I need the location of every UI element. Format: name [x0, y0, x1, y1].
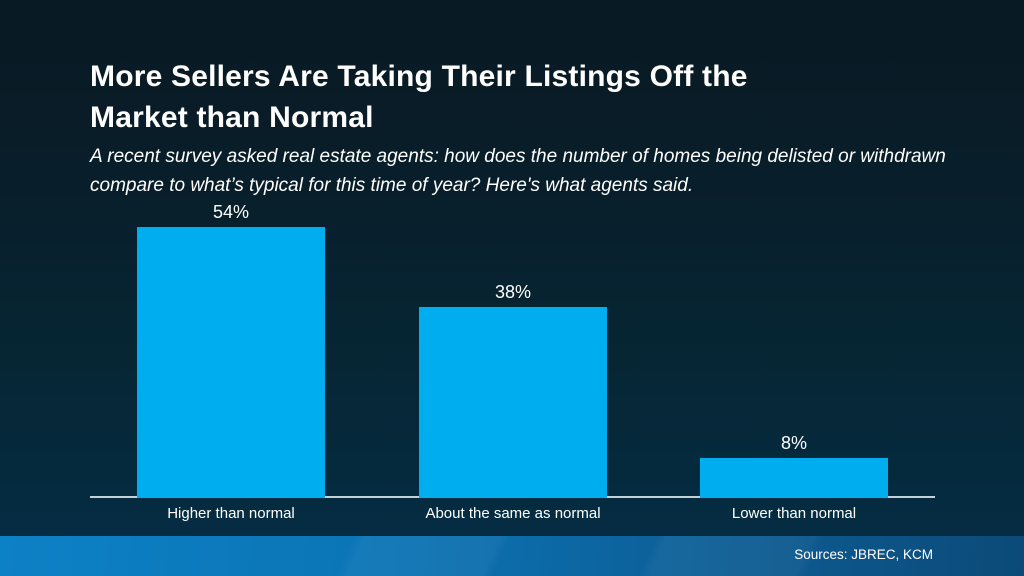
category-label-lower-than-normal: Lower than normal [731, 505, 857, 522]
footer-bar: Sources: JBREC, KCM [0, 536, 1024, 576]
sources-label: Sources: JBREC, KCM [794, 547, 933, 562]
subtitle-text: A recent survey asked real estate agents… [90, 146, 946, 196]
value-label-higher-than-normal: 54% [212, 202, 250, 222]
bar-about-the-same-as-normal [419, 307, 607, 498]
page-title: More Sellers Are Taking Their Listings O… [90, 60, 748, 135]
category-label-about-the-same-as-normal: About the same as normal [425, 505, 601, 522]
bar-higher-than-normal [137, 227, 325, 498]
category-label-higher-than-normal: Higher than normal [167, 505, 295, 522]
value-label-lower-than-normal: 8% [780, 433, 807, 453]
value-label-about-the-same-as-normal: 38% [494, 282, 532, 302]
bar-lower-than-normal [700, 458, 888, 498]
